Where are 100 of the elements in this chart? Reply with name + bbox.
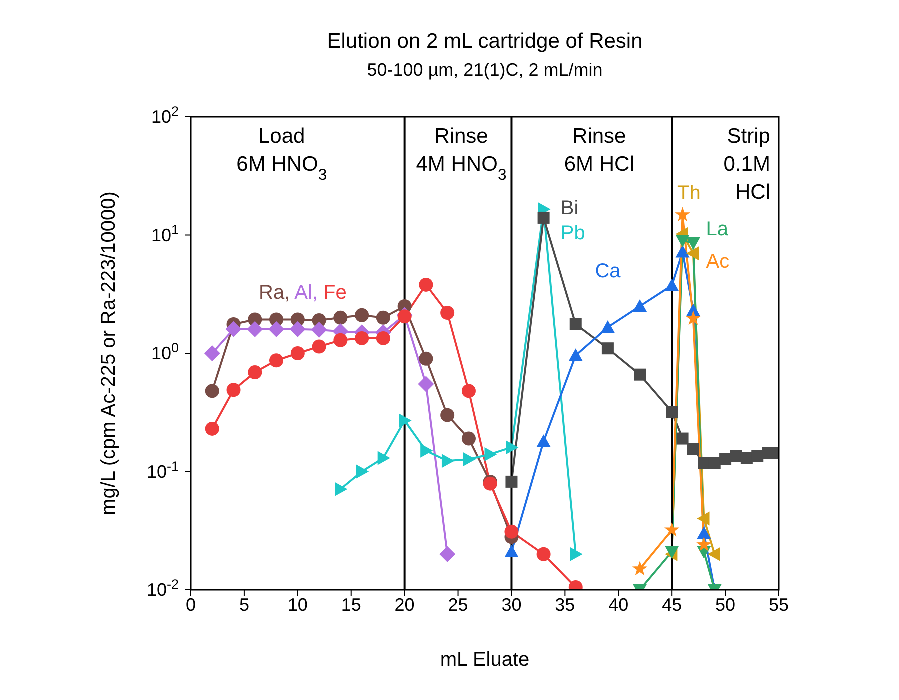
point <box>506 476 518 488</box>
point <box>687 443 700 456</box>
point <box>311 322 328 338</box>
point <box>676 432 689 445</box>
point <box>697 512 710 526</box>
point <box>686 310 702 326</box>
point <box>335 482 348 496</box>
annotation: Rinse 4M HNO$_{3}$ <box>416 125 507 184</box>
point <box>633 299 648 312</box>
point <box>708 547 720 562</box>
point <box>484 447 498 462</box>
series-label: Fe <box>318 282 347 304</box>
series-label: Al <box>294 282 312 304</box>
point <box>356 464 370 479</box>
point <box>418 376 434 392</box>
point <box>355 331 370 346</box>
chart-subtitle: 50-100 µm, 21(1)C, 2 mL/min <box>367 60 603 80</box>
point <box>270 354 284 368</box>
point <box>398 310 412 324</box>
point <box>204 346 220 362</box>
x-tick-label: 35 <box>555 594 576 615</box>
x-tick-label: 0 <box>186 594 196 615</box>
point <box>226 383 241 398</box>
point <box>419 278 434 292</box>
text: , <box>312 282 318 304</box>
annotation: Load 6M HNO$_{3}$ <box>236 125 328 184</box>
point <box>676 245 690 258</box>
annotation: Rinse 6M HCl <box>564 125 634 176</box>
point <box>442 454 455 468</box>
point <box>665 546 680 559</box>
point <box>312 340 326 354</box>
point <box>600 320 615 334</box>
point <box>697 526 712 540</box>
y-tick-label: 10$^{-1}$ <box>146 458 179 482</box>
point <box>440 306 455 320</box>
point <box>634 368 646 381</box>
x-axis-title: mL Eluate <box>440 649 530 671</box>
point <box>632 561 648 576</box>
point <box>440 408 455 422</box>
point <box>666 406 678 418</box>
y-axis-title: mg/L (cpm Ac-225 or Ra-223/10000) <box>98 192 120 516</box>
x-tick-label: 45 <box>662 594 682 615</box>
x-tick-label: 10 <box>288 594 308 615</box>
point <box>570 547 583 562</box>
point <box>536 547 551 562</box>
point <box>665 278 680 292</box>
point <box>268 321 285 338</box>
point <box>290 321 306 338</box>
x-tick-label: 20 <box>394 594 415 615</box>
annotation: , <box>284 282 290 304</box>
point <box>664 522 680 537</box>
x-tick-label: 55 <box>768 594 790 615</box>
point <box>538 212 550 224</box>
point <box>506 440 519 455</box>
x-tick-label: 25 <box>448 594 468 615</box>
point <box>355 308 370 322</box>
point <box>676 235 690 248</box>
y-tick-label: 10$^{2}$ <box>151 104 179 127</box>
series-label: Ca <box>595 260 622 282</box>
point <box>686 237 700 250</box>
point <box>440 546 456 562</box>
y-tick-label: 10$^{1}$ <box>151 222 179 246</box>
point <box>290 346 305 360</box>
series-label: Ra <box>259 282 285 304</box>
point <box>419 352 434 366</box>
point <box>334 310 348 325</box>
chart-title: Elution on 2 mL cartridge of Resin <box>327 30 643 53</box>
x-tick-label: 5 <box>239 594 250 615</box>
y-tick-label: 10$^{0}$ <box>151 340 179 364</box>
x-tick-label: 30 <box>502 594 522 615</box>
point <box>376 310 390 325</box>
series-label: Th <box>678 182 701 205</box>
series-label: La <box>706 218 730 240</box>
x-tick-label: 40 <box>608 594 629 615</box>
point <box>226 321 242 338</box>
point <box>247 321 264 338</box>
point <box>205 384 220 398</box>
point <box>686 246 700 261</box>
point <box>536 434 551 448</box>
point <box>399 414 412 428</box>
point <box>205 422 220 436</box>
point <box>463 452 476 466</box>
point <box>675 207 690 222</box>
point <box>420 444 434 458</box>
point <box>334 333 348 348</box>
point <box>568 348 583 362</box>
series-label: Ac <box>706 250 730 273</box>
series-label: Bi <box>560 197 579 220</box>
point <box>462 432 476 446</box>
point <box>698 457 710 470</box>
point <box>248 366 262 380</box>
x-tick-label: 50 <box>716 594 736 615</box>
point <box>376 331 390 346</box>
point <box>462 384 476 398</box>
series-label: Pb <box>560 222 586 245</box>
annotation: Strip 0.1M HCl <box>724 125 770 204</box>
point <box>504 544 519 558</box>
point <box>570 318 582 330</box>
x-tick-label: 15 <box>341 594 362 615</box>
y-tick-label: 10$^{-2}$ <box>146 576 179 600</box>
